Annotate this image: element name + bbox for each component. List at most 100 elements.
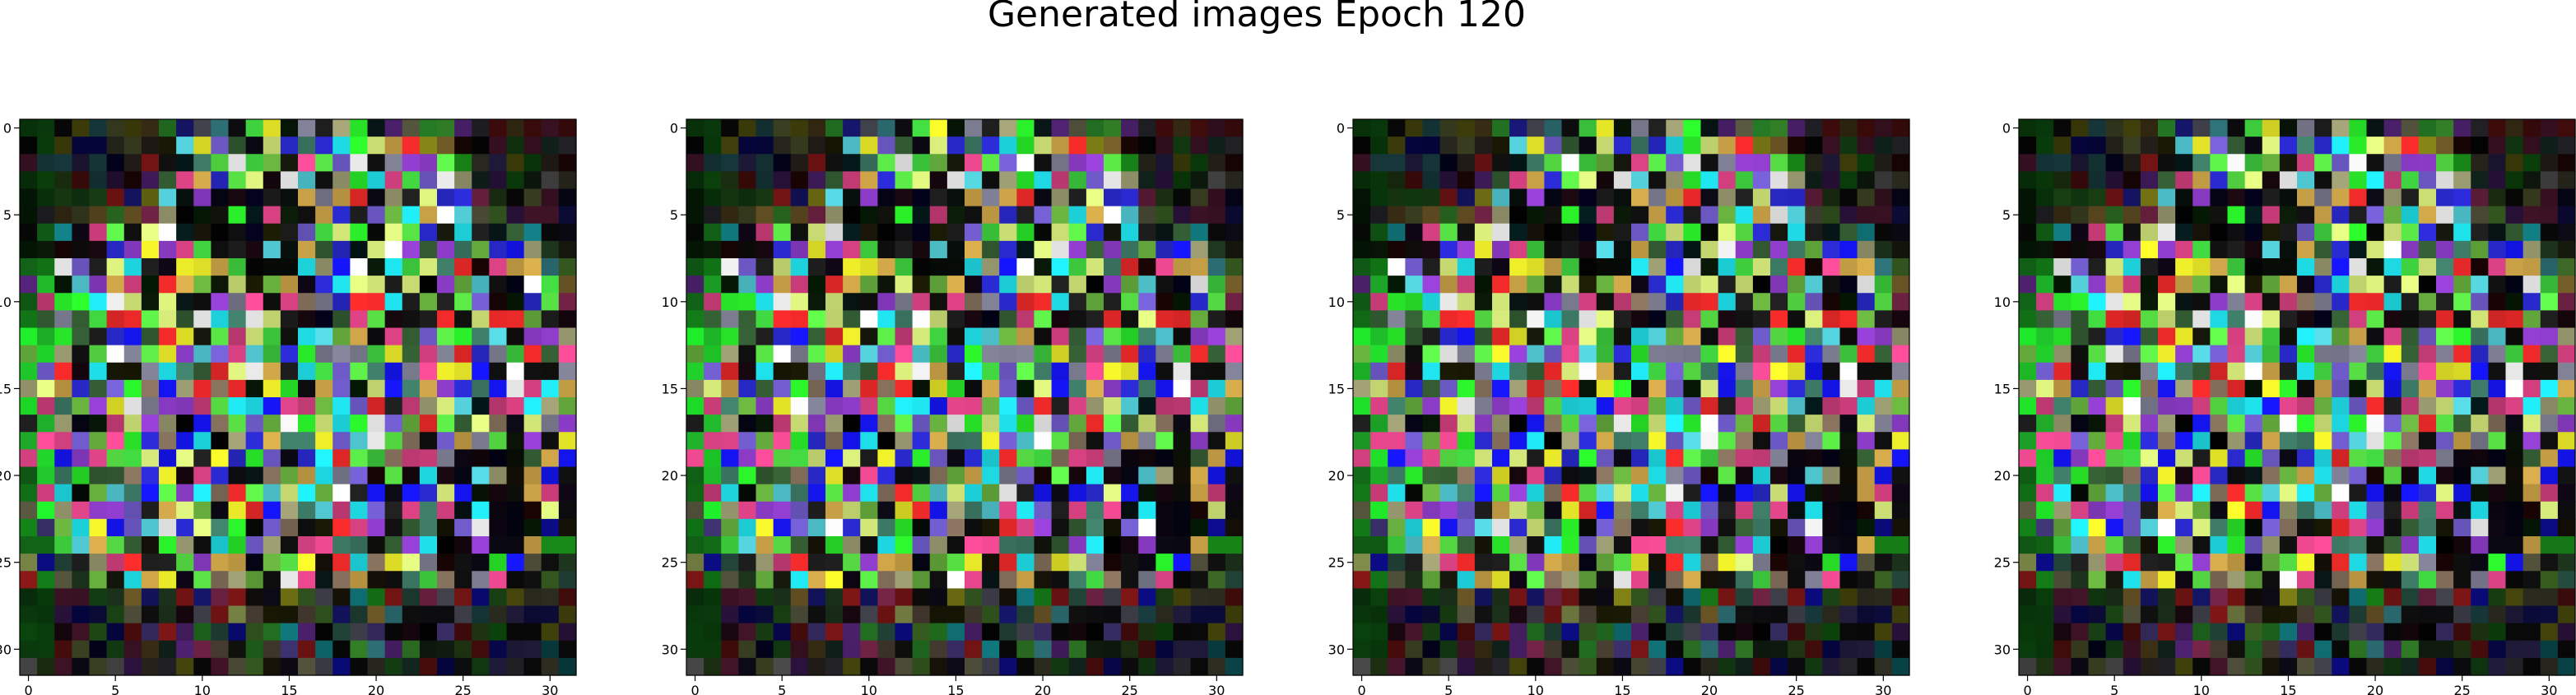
pixel-cell [756, 657, 774, 676]
pixel-cell [2244, 605, 2263, 624]
pixel-cell [2175, 137, 2193, 155]
pixel-cell [1353, 397, 1371, 415]
pixel-cell [721, 362, 739, 381]
pixel-cell [2279, 501, 2298, 520]
pixel-cell [2349, 484, 2368, 503]
pixel-cell [721, 240, 739, 259]
pixel-cell [825, 432, 844, 450]
pixel-cell [1579, 240, 1597, 259]
pixel-cell [965, 657, 983, 676]
pixel-cell [2349, 154, 2368, 172]
pixel-cell [1207, 605, 1226, 624]
pixel-cell [176, 466, 194, 485]
pixel-cell [895, 449, 914, 468]
pixel-cell [419, 432, 438, 450]
pixel-cell [2297, 415, 2315, 433]
pixel-cell [89, 588, 108, 607]
pixel-cell [1752, 223, 1771, 242]
pixel-cell [245, 345, 264, 364]
pixel-cell [843, 188, 861, 207]
pixel-cell [419, 362, 438, 381]
pixel-cell [2088, 484, 2107, 503]
pixel-cell [1683, 449, 1702, 468]
pixel-cell [489, 137, 508, 155]
pixel-cell [1579, 588, 1597, 607]
pixel-cell [315, 484, 333, 503]
pixel-cell [472, 206, 490, 225]
pixel-cell [1648, 415, 1667, 433]
pixel-cell [54, 154, 72, 172]
pixel-cell [686, 571, 704, 589]
pixel-cell [1422, 415, 1441, 433]
pixel-cell [738, 276, 757, 294]
pixel-cell [1016, 415, 1035, 433]
pixel-cell [2453, 223, 2471, 242]
pixel-cell [843, 657, 861, 676]
pixel-cell [541, 554, 560, 572]
pixel-cell [704, 379, 722, 398]
pixel-cell [895, 293, 914, 311]
pixel-cell [912, 536, 931, 554]
pixel-cell [1474, 554, 1493, 572]
pixel-cell [1086, 276, 1104, 294]
pixel-cell [1648, 379, 1667, 398]
pixel-cell [1138, 449, 1156, 468]
pixel-cell [541, 171, 560, 190]
pixel-cell [999, 258, 1017, 276]
pixel-cell [756, 554, 774, 572]
pixel-cell [1544, 379, 1563, 398]
pixel-cell [2175, 415, 2193, 433]
pixel-cell [2523, 588, 2541, 607]
pixel-cell [1353, 536, 1371, 554]
pixel-cell [2088, 449, 2107, 468]
pixel-cell [523, 536, 542, 554]
pixel-cell [2123, 345, 2141, 364]
pixel-cell [843, 362, 861, 381]
pixel-cell [454, 345, 472, 364]
pixel-cell [437, 484, 455, 503]
pixel-cell [999, 432, 1017, 450]
pixel-cell [982, 310, 1000, 329]
pixel-cell [1353, 605, 1371, 624]
pixel-cell [541, 466, 560, 485]
pixel-cell [1016, 240, 1035, 259]
pixel-cell [1770, 154, 1788, 172]
pixel-cell [489, 310, 508, 329]
pixel-cell [2088, 310, 2107, 329]
pixel-cell [1190, 449, 1209, 468]
pixel-cell [912, 362, 931, 381]
pixel-cell [1839, 484, 1858, 503]
pixel-cell [1492, 293, 1510, 311]
pixel-cell [686, 137, 704, 155]
pixel-cell [1891, 397, 1910, 415]
pixel-cell [686, 657, 704, 676]
pixel-cell [1016, 137, 1035, 155]
pixel-cell [1613, 276, 1632, 294]
pixel-cell [1788, 379, 1806, 398]
pixel-cell [2175, 605, 2193, 624]
pixel-cell [298, 137, 316, 155]
pixel-cell [1683, 276, 1702, 294]
pixel-cell [2349, 379, 2368, 398]
pixel-cell [1631, 397, 1649, 415]
pixel-cell [489, 623, 508, 642]
pixel-cell [1857, 640, 1876, 659]
pixel-cell [1439, 223, 1458, 242]
pixel-cell [1891, 171, 1910, 190]
pixel-cell [1509, 276, 1527, 294]
pixel-cell [1544, 605, 1563, 624]
pixel-cell [367, 362, 386, 381]
pixel-cell [1822, 240, 1841, 259]
pixel-cell [2332, 518, 2350, 537]
pixel-cell [2279, 258, 2298, 276]
pixel-cell [1405, 571, 1424, 589]
pixel-cell [2505, 449, 2524, 468]
pixel-cell [1788, 415, 1806, 433]
pixel-cell [489, 240, 508, 259]
pixel-cell [1596, 554, 1615, 572]
pixel-cell [245, 188, 264, 207]
pixel-cell [228, 640, 247, 659]
pixel-cell [1631, 276, 1649, 294]
pixel-cell [1190, 518, 1209, 537]
pixel-cell [1086, 588, 1104, 607]
